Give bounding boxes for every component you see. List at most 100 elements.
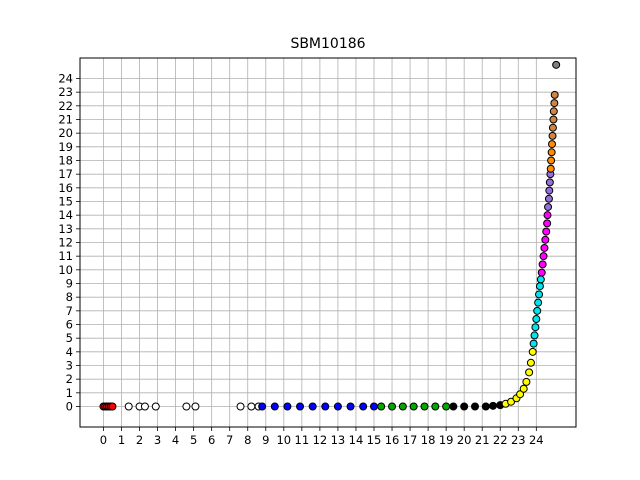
- y-tick-label: 17: [58, 167, 73, 181]
- data-point: [247, 402, 256, 411]
- x-tick-label: 6: [208, 433, 215, 447]
- data-point: [442, 402, 451, 411]
- data-point: [544, 202, 553, 211]
- data-point: [548, 140, 557, 149]
- data-point: [540, 243, 549, 252]
- data-point: [543, 219, 552, 228]
- y-tick-label: 24: [58, 72, 73, 86]
- y-tick-label: 18: [58, 154, 73, 168]
- x-axis: 0 1 2 3 4 5 6 7 8 9 10 11 12 13 14 15 16 17 18 19 20 21 22 23 24: [100, 427, 544, 447]
- x-tick-label: 22: [493, 433, 508, 447]
- y-tick-label: 5: [66, 331, 73, 345]
- data-point: [388, 402, 397, 411]
- x-tick-label: 8: [244, 433, 251, 447]
- x-tick-label: 9: [262, 433, 269, 447]
- data-point: [283, 402, 292, 411]
- data-point: [308, 402, 317, 411]
- x-tick-label: 23: [511, 433, 526, 447]
- data-point: [191, 402, 200, 411]
- x-tick-label: 12: [313, 433, 328, 447]
- data-point: [460, 402, 469, 411]
- data-point: [538, 260, 547, 269]
- data-point: [124, 402, 133, 411]
- data-point: [537, 268, 546, 277]
- y-tick-label: 12: [58, 236, 73, 250]
- data-point: [377, 402, 386, 411]
- x-tick-label: 19: [439, 433, 454, 447]
- x-tick-label: 13: [331, 433, 346, 447]
- data-point: [470, 402, 479, 411]
- data-point: [321, 402, 330, 411]
- y-tick-label: 11: [58, 249, 73, 263]
- x-tick-label: 11: [295, 433, 310, 447]
- data-point: [359, 402, 368, 411]
- x-tick-label: 1: [118, 433, 125, 447]
- data-point: [258, 402, 267, 411]
- y-tick-label: 3: [66, 359, 73, 373]
- data-point: [529, 339, 538, 348]
- data-point: [369, 402, 378, 411]
- data-point: [431, 402, 440, 411]
- x-tick-label: 7: [226, 433, 233, 447]
- data-point: [525, 368, 534, 377]
- x-tick-label: 14: [349, 433, 364, 447]
- y-tick-label: 6: [66, 318, 73, 332]
- data-point: [547, 148, 556, 157]
- data-point: [236, 402, 245, 411]
- y-tick-label: 10: [58, 263, 73, 277]
- y-tick-label: 2: [66, 372, 73, 386]
- data-point: [548, 131, 557, 140]
- data-points: [99, 60, 561, 411]
- y-tick-label: 21: [58, 113, 73, 127]
- y-tick-label: 1: [66, 386, 73, 400]
- data-point: [409, 402, 418, 411]
- data-point: [270, 402, 279, 411]
- y-tick-label: 13: [58, 222, 73, 236]
- y-tick-label: 19: [58, 140, 73, 154]
- y-tick-label: 22: [58, 99, 73, 113]
- data-point: [532, 315, 541, 324]
- data-point: [108, 402, 117, 411]
- data-point: [536, 275, 545, 284]
- data-point: [535, 290, 544, 299]
- data-point: [526, 358, 535, 367]
- chart-title: SBM10186: [290, 36, 365, 52]
- x-tick-label: 21: [475, 433, 490, 447]
- data-point: [481, 402, 490, 411]
- x-tick-label: 4: [172, 433, 179, 447]
- data-point: [528, 347, 537, 356]
- data-point: [346, 402, 355, 411]
- data-point: [552, 60, 561, 69]
- data-point: [182, 402, 191, 411]
- data-point: [519, 384, 528, 393]
- data-point: [534, 298, 543, 307]
- data-point: [296, 402, 305, 411]
- data-point: [533, 306, 542, 315]
- data-point: [543, 211, 552, 220]
- data-point: [420, 402, 429, 411]
- data-point: [542, 227, 551, 236]
- data-point: [539, 252, 548, 261]
- data-point: [449, 402, 458, 411]
- y-tick-label: 14: [58, 208, 73, 222]
- y-tick-label: 20: [58, 126, 73, 140]
- x-tick-label: 2: [136, 433, 143, 447]
- y-tick-label: 8: [66, 290, 73, 304]
- data-point: [545, 178, 554, 187]
- data-point: [541, 235, 550, 244]
- data-point: [546, 164, 555, 173]
- x-tick-label: 20: [457, 433, 472, 447]
- x-tick-label: 17: [403, 433, 418, 447]
- data-point: [549, 107, 558, 116]
- x-tick-label: 18: [421, 433, 436, 447]
- grid: [80, 58, 576, 427]
- x-tick-label: 15: [367, 433, 382, 447]
- y-tick-label: 15: [58, 195, 73, 209]
- data-point: [535, 282, 544, 291]
- data-point: [550, 90, 559, 99]
- data-point: [489, 401, 498, 410]
- x-tick-label: 16: [385, 433, 400, 447]
- data-point: [522, 377, 531, 386]
